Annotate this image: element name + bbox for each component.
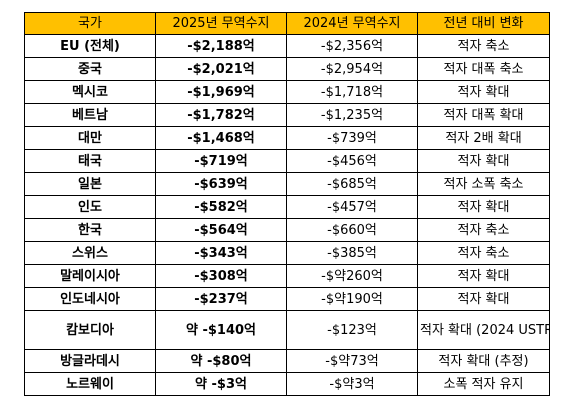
header-country: 국가 (24, 12, 156, 35)
country-cell: 캄보디아 (24, 310, 156, 350)
change-cell: 적자 축소 (417, 34, 550, 58)
balance-2024-cell: -$457억 (286, 195, 418, 219)
balance-2024-cell: -$약73억 (286, 349, 418, 373)
balance-2024-cell: -$739억 (286, 126, 418, 150)
change-cell: 적자 확대 (417, 287, 550, 311)
balance-2024-cell: -$456억 (286, 149, 418, 173)
change-cell: 적자 대폭 축소 (417, 57, 550, 81)
table-row: 스위스 -$343억 -$385억 적자 축소 (24, 241, 550, 265)
balance-2025-cell: -$343억 (155, 241, 287, 265)
balance-2024-cell: -$약3억 (286, 372, 418, 396)
country-cell: 중국 (24, 57, 156, 81)
table-row: 노르웨이 약 -$3억 -$약3억 소폭 적자 유지 (24, 372, 550, 396)
balance-2025-cell: -$639억 (155, 172, 287, 196)
balance-2024-cell: -$660억 (286, 218, 418, 242)
balance-2024-cell: -$1,718억 (286, 80, 418, 104)
country-cell: 태국 (24, 149, 156, 173)
table-row: 인도 -$582억 -$457억 적자 확대 (24, 195, 550, 219)
table-row: 태국 -$719억 -$456억 적자 확대 (24, 149, 550, 173)
balance-2024-cell: -$385억 (286, 241, 418, 265)
country-cell: EU (전체) (24, 34, 156, 58)
balance-2024-cell: -$2,356억 (286, 34, 418, 58)
table-row: 한국 -$564억 -$660억 적자 축소 (24, 218, 550, 242)
change-cell: 적자 확대 (417, 264, 550, 288)
balance-2024-cell: -$685억 (286, 172, 418, 196)
change-cell: 적자 축소 (417, 241, 550, 265)
table-row: 멕시코 -$1,969억 -$1,718억 적자 확대 (24, 80, 550, 104)
change-cell: 적자 확대 (417, 195, 550, 219)
balance-2024-cell: -$2,954억 (286, 57, 418, 81)
table-row: 캄보디아 약 -$140억 -$123억 적자 확대 (2024 USTR 기준… (24, 310, 550, 350)
country-cell: 말레이시아 (24, 264, 156, 288)
country-cell: 스위스 (24, 241, 156, 265)
balance-2024-cell: -$약190억 (286, 287, 418, 311)
country-cell: 한국 (24, 218, 156, 242)
balance-2025-cell: 약 -$3억 (155, 372, 287, 396)
change-cell: 적자 확대 (2024 USTR 기준) (417, 310, 550, 350)
balance-2025-cell: 약 -$140억 (155, 310, 287, 350)
table-row: EU (전체) -$2,188억 -$2,356억 적자 축소 (24, 34, 550, 58)
balance-2025-cell: -$564억 (155, 218, 287, 242)
header-row: 국가 2025년 무역수지 2024년 무역수지 전년 대비 변화 (24, 12, 550, 35)
country-cell: 노르웨이 (24, 372, 156, 396)
balance-2024-cell: -$1,235억 (286, 103, 418, 127)
header-2024-balance: 2024년 무역수지 (286, 12, 418, 35)
country-cell: 대만 (24, 126, 156, 150)
balance-2025-cell: 약 -$80억 (155, 349, 287, 373)
table-row: 말레이시아 -$308억 -$약260억 적자 확대 (24, 264, 550, 288)
table-row: 일본 -$639억 -$685억 적자 소폭 축소 (24, 172, 550, 196)
change-cell: 적자 소폭 축소 (417, 172, 550, 196)
change-cell: 적자 2배 확대 (417, 126, 550, 150)
country-cell: 인도네시아 (24, 287, 156, 311)
balance-2025-cell: -$237억 (155, 287, 287, 311)
change-cell: 적자 확대 (417, 80, 550, 104)
table-row: 중국 -$2,021억 -$2,954억 적자 대폭 축소 (24, 57, 550, 81)
header-2025-balance: 2025년 무역수지 (155, 12, 287, 35)
country-cell: 베트남 (24, 103, 156, 127)
balance-2025-cell: -$1,969억 (155, 80, 287, 104)
table-row: 베트남 -$1,782억 -$1,235억 적자 대폭 확대 (24, 103, 550, 127)
change-cell: 소폭 적자 유지 (417, 372, 550, 396)
country-cell: 멕시코 (24, 80, 156, 104)
balance-2025-cell: -$2,188억 (155, 34, 287, 58)
country-cell: 일본 (24, 172, 156, 196)
balance-2025-cell: -$582억 (155, 195, 287, 219)
trade-balance-table: 국가 2025년 무역수지 2024년 무역수지 전년 대비 변화 EU (전체… (24, 12, 550, 396)
table-row: 방글라데시 약 -$80억 -$약73억 적자 확대 (추정) (24, 349, 550, 373)
table-row: 대만 -$1,468억 -$739억 적자 2배 확대 (24, 126, 550, 150)
change-cell: 적자 확대 (417, 149, 550, 173)
change-cell: 적자 대폭 확대 (417, 103, 550, 127)
balance-2025-cell: -$308억 (155, 264, 287, 288)
balance-2024-cell: -$약260억 (286, 264, 418, 288)
balance-2024-cell: -$123억 (286, 310, 418, 350)
country-cell: 방글라데시 (24, 349, 156, 373)
balance-2025-cell: -$719억 (155, 149, 287, 173)
country-cell: 인도 (24, 195, 156, 219)
balance-2025-cell: -$1,468억 (155, 126, 287, 150)
balance-2025-cell: -$2,021억 (155, 57, 287, 81)
change-cell: 적자 확대 (추정) (417, 349, 550, 373)
balance-2025-cell: -$1,782억 (155, 103, 287, 127)
change-cell: 적자 축소 (417, 218, 550, 242)
table-row: 인도네시아 -$237억 -$약190억 적자 확대 (24, 287, 550, 311)
header-yoy-change: 전년 대비 변화 (417, 12, 550, 35)
